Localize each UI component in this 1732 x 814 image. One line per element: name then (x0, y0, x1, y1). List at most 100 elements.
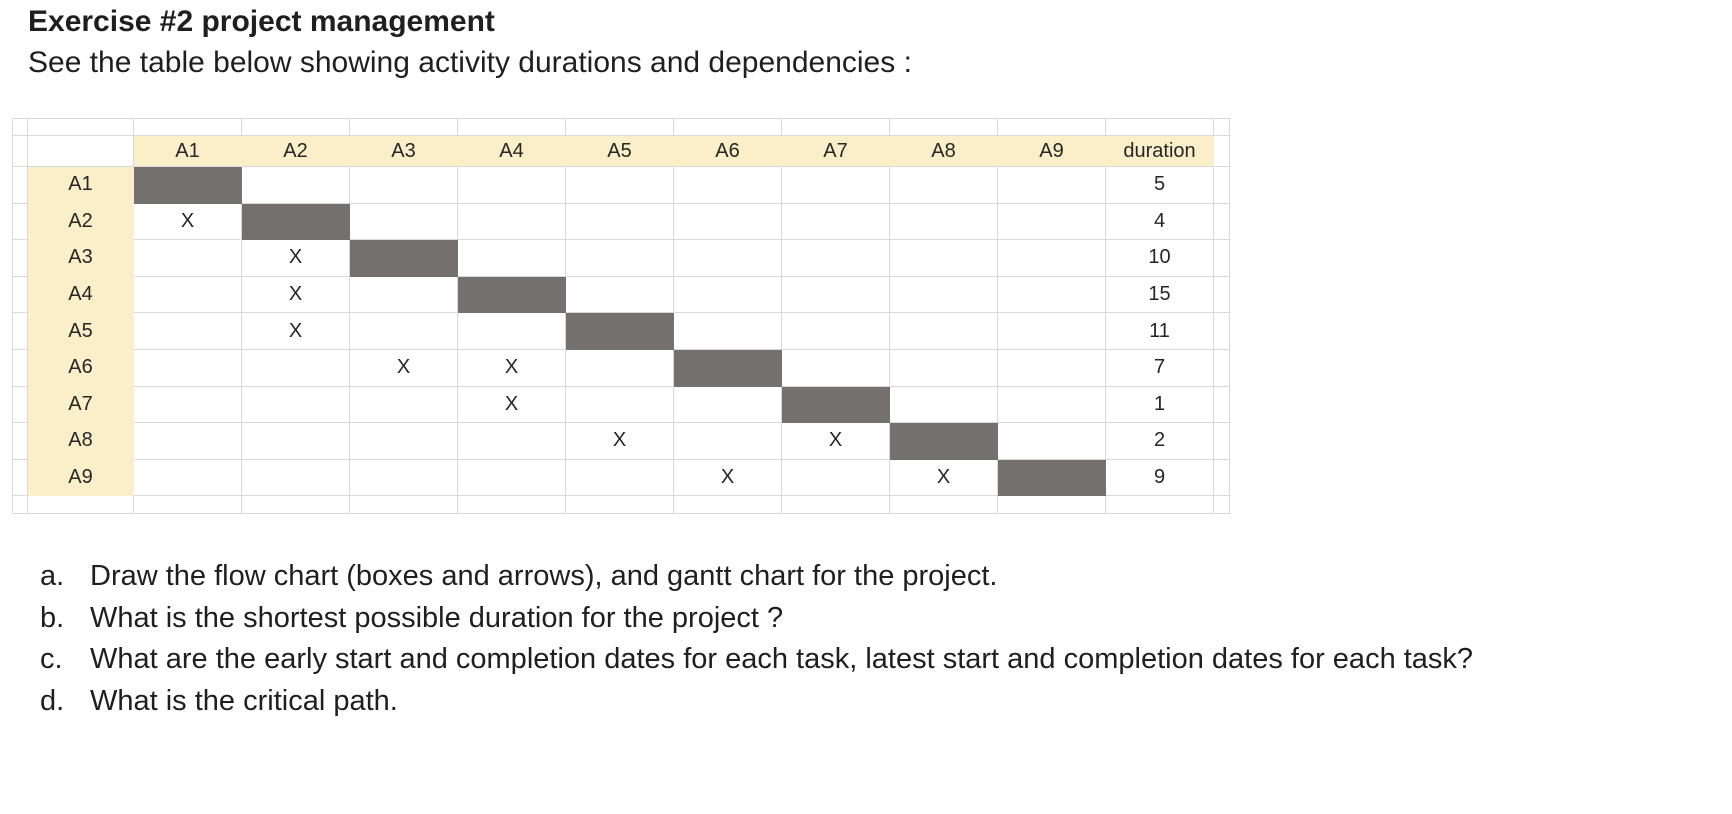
matrix-cell-A8-A2 (242, 423, 350, 460)
matrix-cell-A1-A8 (890, 167, 998, 204)
matrix-row: A2 X 4 (13, 203, 1230, 241)
dependency-mark-A9-A8: X (890, 459, 998, 497)
matrix-cell-A7-A5 (566, 386, 674, 424)
matrix-row (13, 119, 1230, 136)
question-b: b. What is the shortest possible duration… (40, 598, 1473, 640)
matrix-row: A1 A2 A3 A4 A5 A6 A7 A8 A9 duration (13, 136, 1230, 167)
grid-stub-cell (242, 119, 350, 136)
row-label-A7: A7 (28, 386, 134, 424)
duration-value-A9: 9 (1106, 459, 1214, 497)
matrix-cell-A1-A4 (458, 167, 566, 204)
grid-stub-cell (1214, 136, 1230, 167)
matrix-cell-A3-A9 (998, 240, 1106, 277)
matrix-cell-A3-A7 (782, 240, 890, 277)
matrix-row: A7 X 1 (13, 386, 1230, 424)
diagonal-cell-A5 (566, 313, 674, 350)
question-text: What are the early start and completion … (90, 643, 1474, 676)
matrix-cell-A8-A4 (458, 423, 566, 460)
matrix-cell-A4-A9 (998, 276, 1106, 314)
grid-stub-cell (13, 119, 28, 136)
matrix-cell-A9-A3 (350, 459, 458, 497)
dependency-mark-A6-A4: X (458, 349, 566, 387)
row-label-A5: A5 (28, 313, 134, 350)
question-c: c. What are the early start and completio… (40, 639, 1473, 681)
col-header-A3: A3 (350, 136, 458, 167)
grid-stub-cell (1214, 276, 1230, 314)
grid-stub-cell (1214, 313, 1230, 350)
dependency-mark-A2-A1: X (134, 203, 242, 241)
matrix-row: A5 X 11 (13, 313, 1230, 350)
matrix-row: A9 X X 9 (13, 459, 1230, 497)
matrix-cell-A6-A2 (242, 349, 350, 387)
grid-stub-cell (13, 496, 28, 515)
diagonal-cell-A9 (998, 459, 1106, 497)
matrix-cell-A6-A9 (998, 349, 1106, 387)
duration-value-A8: 2 (1106, 423, 1214, 460)
grid-stub-cell (1214, 240, 1230, 277)
grid-stub-cell (674, 119, 782, 136)
matrix-cell-A5-A9 (998, 313, 1106, 350)
questions-list: a. Draw the flow chart (boxes and arrows)… (40, 556, 1473, 722)
matrix-cell-A1-A3 (350, 167, 458, 204)
grid-stub-cell (13, 423, 28, 460)
matrix-cell-A8-A6 (674, 423, 782, 460)
grid-stub-cell (1214, 119, 1230, 136)
grid-stub-cell (1214, 459, 1230, 497)
grid-stub-cell (998, 496, 1106, 515)
diagonal-cell-A8 (890, 423, 998, 460)
row-label-A1: A1 (28, 167, 134, 204)
matrix-cell-A6-A5 (566, 349, 674, 387)
grid-stub-cell (134, 496, 242, 515)
grid-stub-cell (1106, 119, 1214, 136)
matrix-cell-A8-A1 (134, 423, 242, 460)
grid-stub-cell (674, 496, 782, 515)
col-header-A1: A1 (134, 136, 242, 167)
duration-value-A5: 11 (1106, 313, 1214, 350)
dependency-mark-A3-A2: X (242, 240, 350, 277)
dependency-mark-A5-A2: X (242, 313, 350, 350)
dependency-mark-A9-A6: X (674, 459, 782, 497)
matrix-row: A8 X X 2 (13, 423, 1230, 460)
matrix-cell-A4-A5 (566, 276, 674, 314)
matrix-cell-A9-A1 (134, 459, 242, 497)
matrix-cell-A3-A1 (134, 240, 242, 277)
duration-value-A6: 7 (1106, 349, 1214, 387)
dependency-mark-A6-A3: X (350, 349, 458, 387)
question-text: Draw the flow chart (boxes and arrows), … (90, 560, 998, 593)
matrix-cell-A4-A8 (890, 276, 998, 314)
matrix-cell-A2-A5 (566, 203, 674, 241)
dependency-mark-A8-A5: X (566, 423, 674, 460)
grid-stub-cell (13, 313, 28, 350)
col-header-duration: duration (1106, 136, 1214, 167)
matrix-cell-A7-A2 (242, 386, 350, 424)
row-label-A6: A6 (28, 349, 134, 387)
question-a: a. Draw the flow chart (boxes and arrows)… (40, 556, 1473, 598)
matrix-cell-A5-A4 (458, 313, 566, 350)
matrix-cell-A2-A3 (350, 203, 458, 241)
row-label-A3: A3 (28, 240, 134, 277)
matrix-cell-A5-A3 (350, 313, 458, 350)
matrix-cell-A3-A4 (458, 240, 566, 277)
grid-stub-cell (890, 496, 998, 515)
question-text: What is the shortest possible duration f… (90, 601, 784, 634)
matrix-row: A3 X 10 (13, 240, 1230, 277)
matrix-corner-cell (28, 136, 134, 167)
matrix-row (13, 496, 1230, 515)
exercise-subtitle: See the table below showing activity dur… (28, 46, 912, 79)
grid-stub-cell (13, 136, 28, 167)
matrix-cell-A1-A6 (674, 167, 782, 204)
matrix-cell-A7-A3 (350, 386, 458, 424)
grid-stub-cell (242, 496, 350, 515)
row-label-A4: A4 (28, 276, 134, 314)
col-header-A8: A8 (890, 136, 998, 167)
grid-stub-cell (458, 119, 566, 136)
matrix-cell-A5-A1 (134, 313, 242, 350)
col-header-A2: A2 (242, 136, 350, 167)
col-header-A9: A9 (998, 136, 1106, 167)
grid-stub-cell (566, 119, 674, 136)
col-header-A4: A4 (458, 136, 566, 167)
grid-stub-cell (13, 459, 28, 497)
grid-stub-cell (13, 276, 28, 314)
matrix-cell-A1-A7 (782, 167, 890, 204)
matrix-cell-A4-A1 (134, 276, 242, 314)
